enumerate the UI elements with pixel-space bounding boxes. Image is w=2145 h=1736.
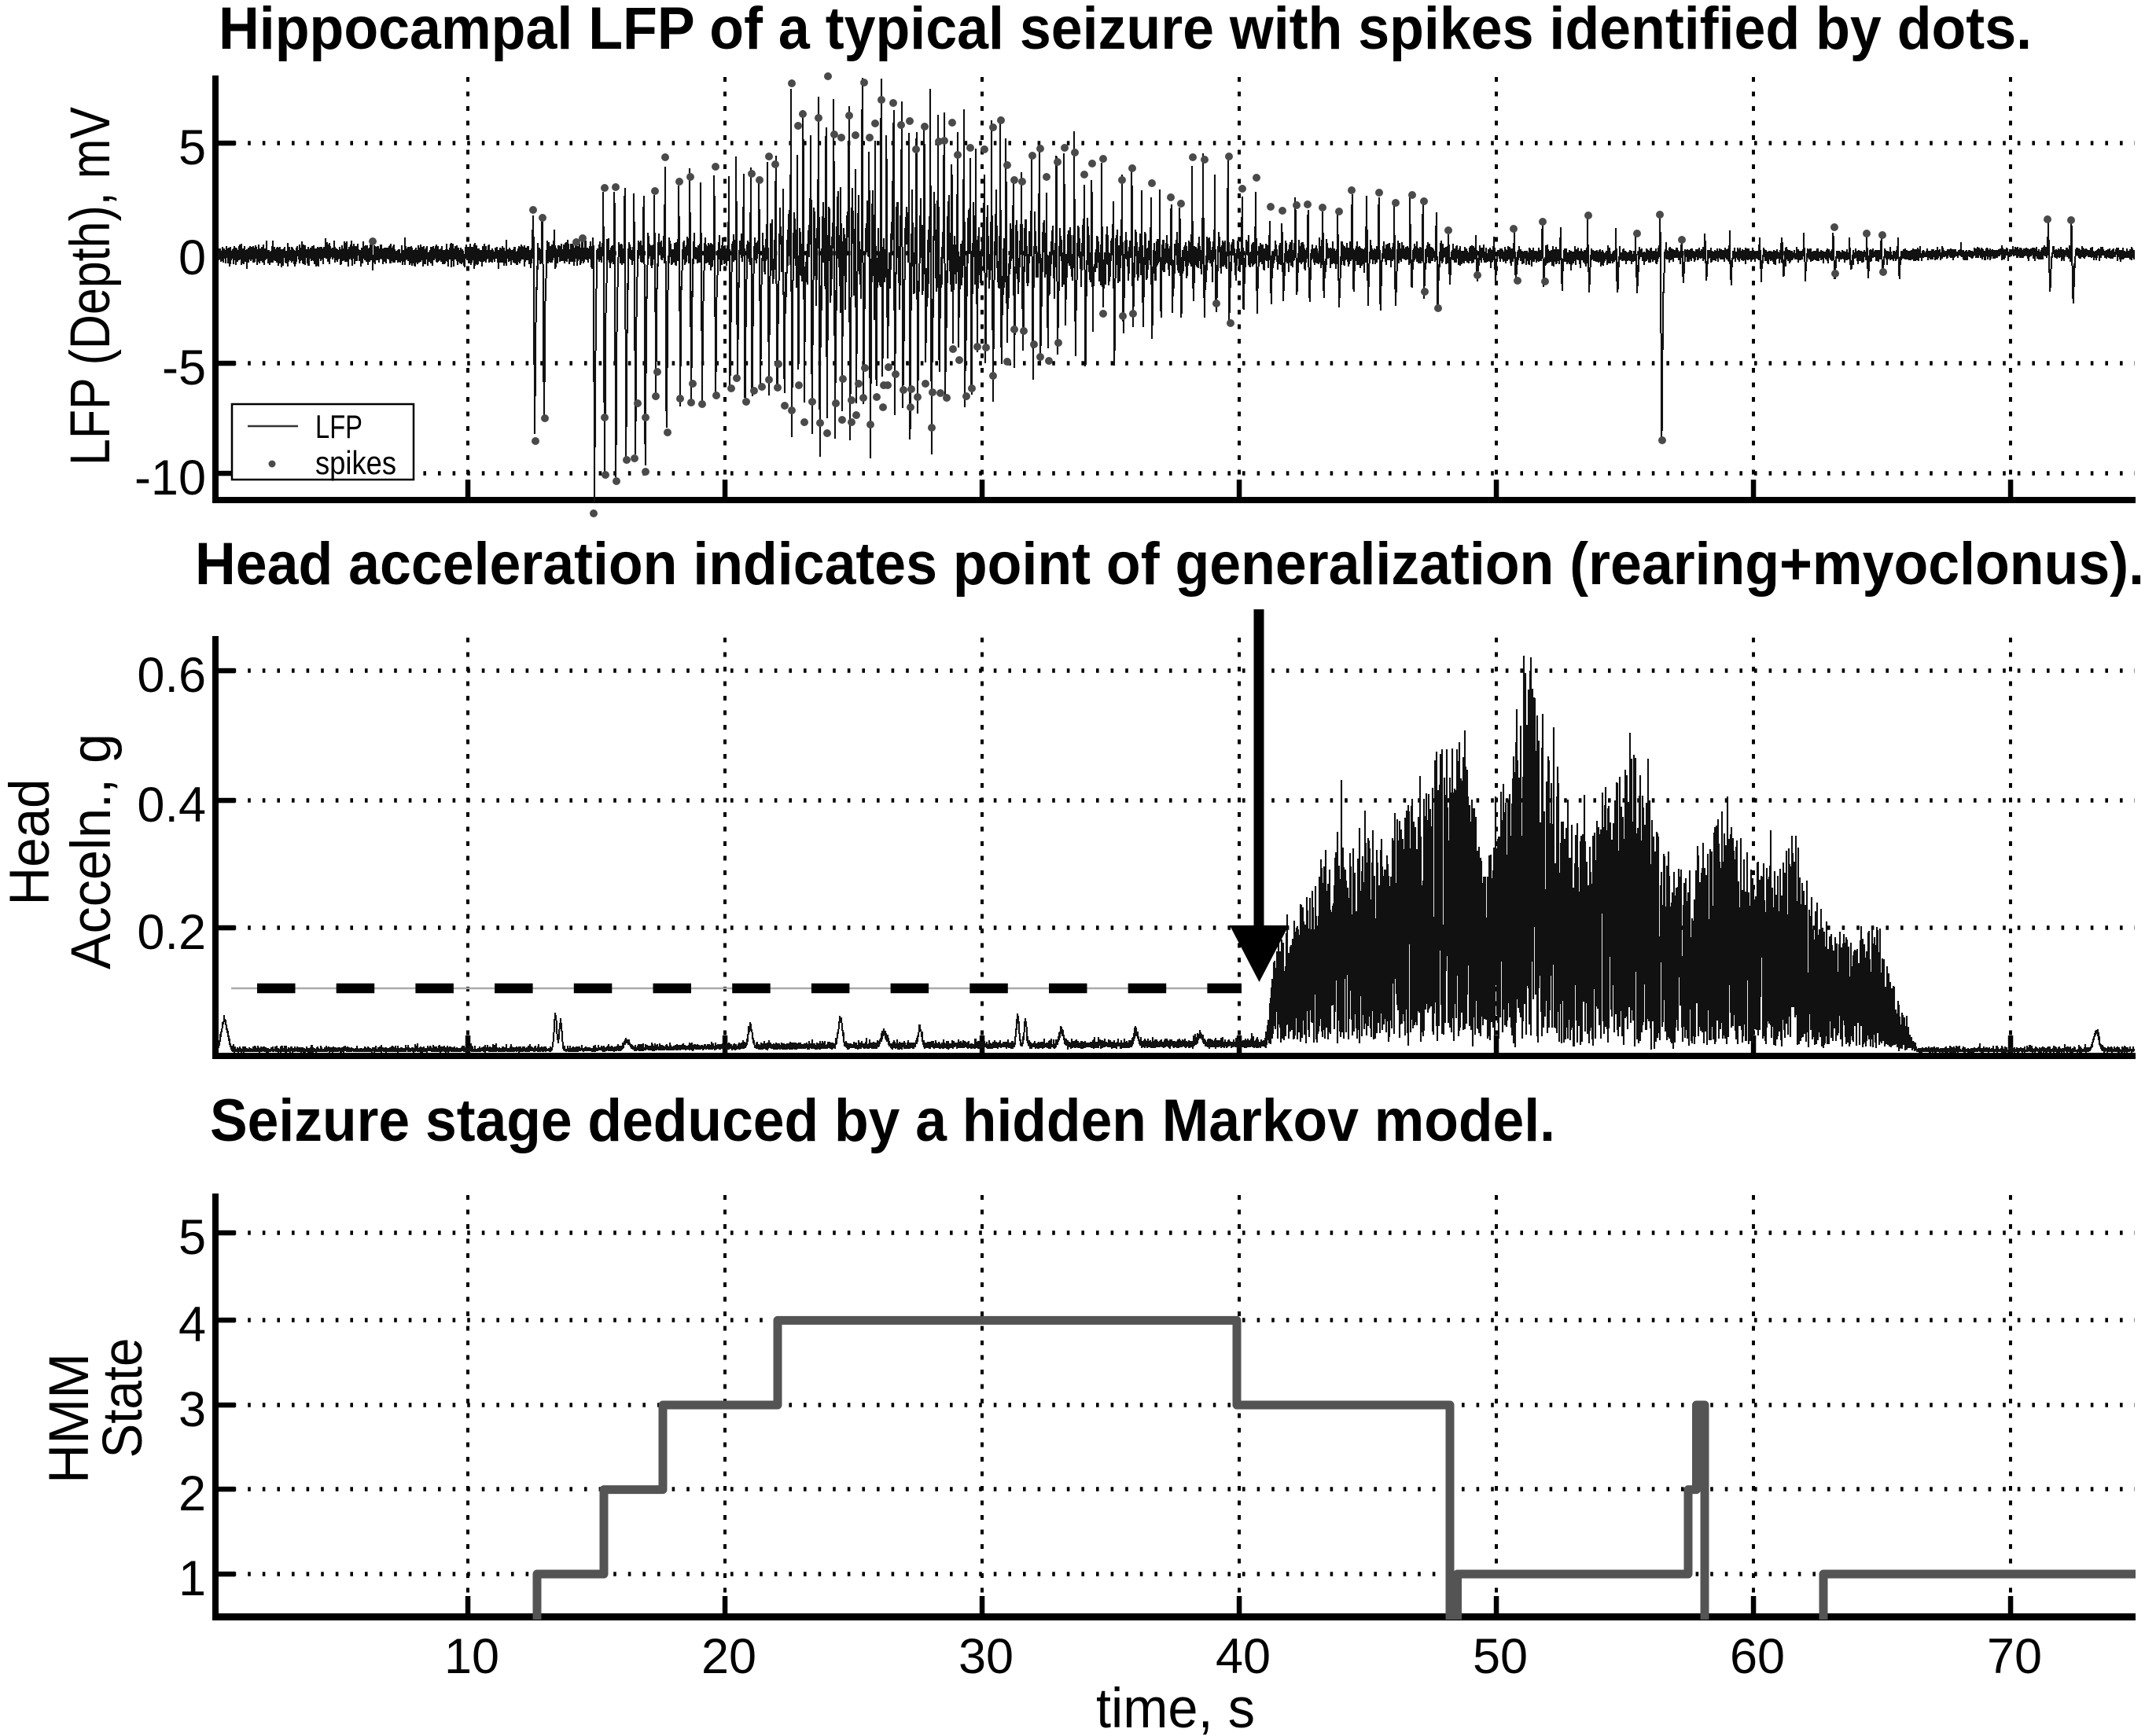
svg-text:4: 4 — [178, 1297, 206, 1352]
svg-text:50: 50 — [1473, 1629, 1528, 1684]
svg-text:1: 1 — [178, 1551, 206, 1606]
svg-text:30: 30 — [958, 1629, 1014, 1684]
svg-text:Hippocampal LFP of a typical s: Hippocampal LFP of a typical seizure wit… — [219, 0, 2032, 62]
svg-text:Seizure stage deduced by a hid: Seizure stage deduced by a hidden Markov… — [210, 1087, 1555, 1154]
svg-text:LFP (Depth), mV: LFP (Depth), mV — [60, 106, 122, 465]
svg-text:HMM: HMM — [39, 1353, 101, 1484]
svg-text:spikes: spikes — [315, 444, 396, 481]
svg-text:Head: Head — [0, 779, 61, 906]
svg-text:0.4: 0.4 — [137, 778, 206, 833]
svg-text:-5: -5 — [162, 340, 206, 395]
svg-text:60: 60 — [1730, 1629, 1785, 1684]
svg-text:10: 10 — [444, 1629, 499, 1684]
svg-text:Acceln., g: Acceln., g — [61, 734, 123, 969]
svg-text:-10: -10 — [134, 451, 206, 506]
svg-text:70: 70 — [1987, 1629, 2042, 1684]
svg-text:LFP: LFP — [315, 408, 362, 445]
svg-text:State: State — [92, 1338, 154, 1458]
svg-text:5: 5 — [178, 120, 206, 175]
svg-text:Head acceleration indicates po: Head acceleration indicates point of gen… — [195, 531, 2144, 598]
svg-text:0.6: 0.6 — [137, 648, 206, 703]
svg-text:0.2: 0.2 — [137, 905, 206, 960]
svg-text:0: 0 — [178, 230, 206, 285]
svg-text:time, s: time, s — [1096, 1678, 1255, 1736]
svg-text:20: 20 — [701, 1629, 756, 1684]
svg-text:40: 40 — [1216, 1629, 1271, 1684]
svg-text:2: 2 — [178, 1466, 206, 1521]
svg-text:3: 3 — [178, 1382, 206, 1437]
svg-text:5: 5 — [178, 1210, 206, 1265]
